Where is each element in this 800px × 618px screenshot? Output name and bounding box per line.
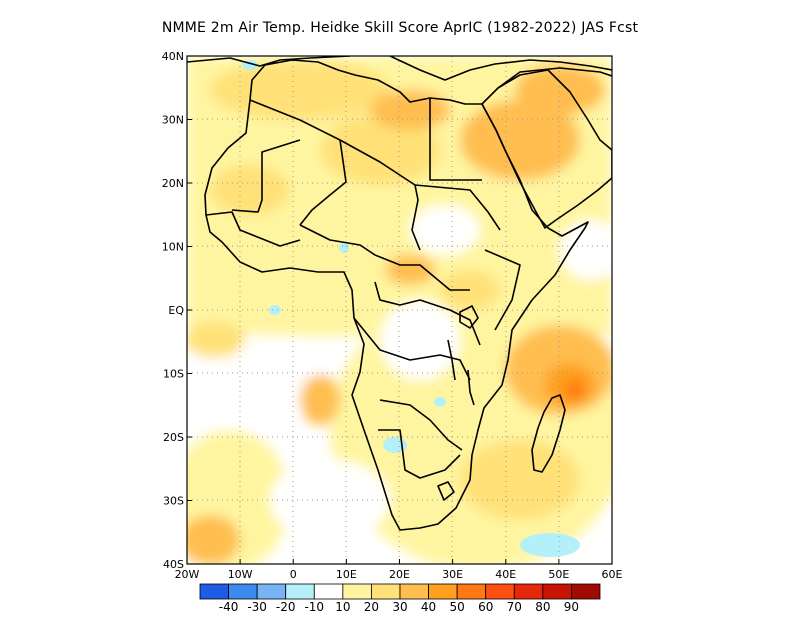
y-tick-label: EQ — [168, 304, 184, 317]
coastlines — [187, 56, 612, 531]
colorbar-swatch — [371, 583, 401, 600]
colorbar-swatch — [313, 583, 344, 600]
colorbar-swatch — [228, 583, 258, 600]
y-tick-label: 10N — [162, 241, 184, 254]
colorbar-swatch — [342, 583, 372, 600]
y-tick-label: 30S — [163, 495, 184, 508]
colorbar-label: -40 — [219, 600, 239, 614]
colorbar-swatch — [513, 583, 544, 600]
colorbar-label: -30 — [247, 600, 267, 614]
colorbar-swatch — [485, 583, 515, 600]
colorbar-label: 40 — [421, 600, 436, 614]
colorbar-swatch — [542, 583, 572, 600]
colorbar-swatch — [456, 583, 487, 600]
colorbar-label: 20 — [364, 600, 379, 614]
y-tick-label: 40N — [162, 50, 184, 63]
colorbar-swatch — [199, 583, 229, 600]
colorbar-label: 60 — [478, 600, 493, 614]
colorbar-label: 10 — [335, 600, 350, 614]
y-tick-label: 20S — [163, 431, 184, 444]
colorbar-label: 90 — [564, 600, 579, 614]
colorbar-label: 80 — [535, 600, 550, 614]
x-tick-label: 10E — [336, 568, 357, 581]
colorbar-label: 70 — [507, 600, 522, 614]
graticule — [187, 56, 612, 564]
y-tick-label: 20N — [162, 177, 184, 190]
colorbar-label: -10 — [304, 600, 324, 614]
x-tick-label: 30E — [442, 568, 463, 581]
colorbar-swatch — [428, 583, 458, 600]
y-tick-label: 30N — [162, 114, 184, 127]
y-tick-label: 10S — [163, 368, 184, 381]
colorbar-label: 30 — [392, 600, 407, 614]
x-tick-label: 40E — [495, 568, 516, 581]
x-tick-label: 50E — [548, 568, 569, 581]
chart-title: NMME 2m Air Temp. Heidke Skill Score Apr… — [161, 20, 639, 36]
colorbar-swatch — [571, 583, 601, 600]
axis-labels: 20W 10W 0 10E 20E 30E 40E 50E 60E 40N 30N 20N 10N EQ 1… — [162, 50, 623, 581]
colorbar-label: -20 — [276, 600, 296, 614]
colorbar-label: 50 — [450, 600, 465, 614]
skill-shading — [187, 56, 612, 564]
x-tick-label: 0 — [290, 568, 297, 581]
axis-ticks — [186, 55, 613, 565]
colorbar: -40 -30 -20 -10 10 20 30 40 50 60 70 80 90 — [199, 583, 601, 614]
colorbar-swatch — [256, 583, 287, 600]
x-tick-label: 20W — [175, 568, 200, 581]
x-tick-label: 10W — [228, 568, 253, 581]
colorbar-swatch — [285, 583, 315, 600]
y-tick-label: 40S — [163, 558, 184, 571]
colorbar-swatch — [399, 583, 429, 600]
x-tick-label: 60E — [602, 568, 623, 581]
x-tick-label: 20E — [389, 568, 410, 581]
